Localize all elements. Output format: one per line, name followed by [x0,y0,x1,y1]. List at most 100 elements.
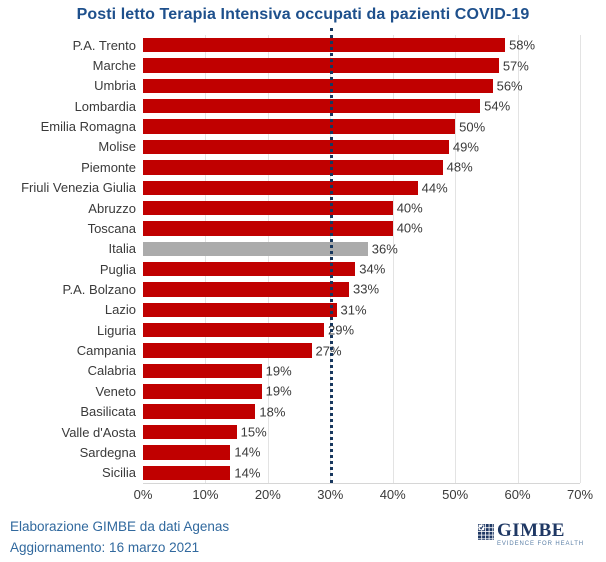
bar-value-label: 40% [396,220,423,236]
bar [143,465,231,480]
bar [143,282,349,297]
bar-track: 58% [143,35,580,55]
category-label: Liguria [96,322,136,338]
x-tick-label: 50% [442,487,469,502]
bar-track: 27% [143,340,580,360]
x-tick-label: 10% [192,487,219,502]
bar [143,200,393,216]
bar [143,78,493,94]
bar-row: Calabria 19% [0,361,606,381]
bar-value-label: 40% [396,200,423,216]
bar-value-label: 29% [328,322,355,338]
category-label: Molise [98,139,136,155]
gimbe-logo-name: GIMBE [497,520,565,541]
bar-row: Liguria 29% [0,320,606,340]
category-label: Piemonte [81,159,136,175]
bar-row: P.A. Bolzano 33% [0,279,606,299]
chart-title: Posti letto Terapia Intensiva occupati d… [76,6,530,23]
bar [143,424,237,440]
bar [143,99,481,114]
bar-row: Campania 27% [0,340,606,360]
bar-value-label: 58% [509,37,536,53]
category-label: Toscana [87,220,136,236]
bar-row: Friuli Venezia Giulia 44% [0,178,606,198]
x-tick-label: 0% [133,487,153,502]
bar-value-label: 36% [371,241,398,257]
bar-value-label: 19% [265,363,292,379]
bar-row: Lazio 31% [0,300,606,320]
bar-row: Emilia Romagna 50% [0,116,606,136]
bar [143,180,418,195]
gimbe-logo-tagline: EVIDENCE FOR HEALTH [497,541,584,547]
bar-value-label: 15% [240,424,267,440]
bar-track: 49% [143,137,580,157]
bar-rows: P.A. Trento 58% Marche 57% Umbria 56% Lombardi… [0,35,606,483]
bar-track: 40% [143,218,580,238]
bar-row: Sicilia 14% [0,463,606,483]
bar-row: Puglia 34% [0,259,606,279]
bar-track: 33% [143,279,580,299]
bar-row: Basilicata 18% [0,401,606,421]
bar-value-label: 18% [259,404,286,420]
bar [143,139,449,155]
category-label: Sicilia [102,465,136,481]
category-label: P.A. Trento [72,37,136,53]
bar [143,384,262,399]
bar-row: Sardegna 14% [0,442,606,462]
bar [143,445,231,460]
x-tick-label: 30% [317,487,344,502]
category-label: Lombardia [74,98,136,114]
bar-row: Lombardia 54% [0,96,606,116]
category-label: Sardegna [79,444,136,460]
bar-value-label: 50% [459,119,486,135]
gridline [517,35,519,483]
category-label: Friuli Venezia Giulia [21,180,136,196]
bar-track: 29% [143,320,580,340]
category-label: Emilia Romagna [40,119,136,135]
category-label: Marche [92,58,136,74]
bar-value-label: 34% [359,261,386,277]
bar-track: 56% [143,76,580,96]
gridline [267,35,269,483]
category-label: Valle d'Aosta [61,424,136,440]
footer-update-date: Aggiornamento: 16 marzo 2021 [10,540,200,555]
bar-track: 54% [143,96,580,116]
bar-row: Valle d'Aosta 15% [0,422,606,442]
bar-track: 44% [143,178,580,198]
gimbe-logo: GIMBE EVIDENCE FOR HEALTH [478,520,584,547]
x-tick-label: 60% [504,487,531,502]
bar-value-label: 14% [234,465,261,481]
category-label: Calabria [87,363,136,379]
bar [143,363,262,379]
category-label: Puglia [99,261,136,277]
footer: Elaborazione GIMBE da dati Agenas Aggior… [10,516,229,558]
bar-track: 14% [143,463,580,483]
bar [143,261,356,277]
category-label: Lazio [104,302,136,318]
bar-row: Piemonte 48% [0,157,606,177]
bar-value-label: 54% [484,98,511,114]
category-label: Abruzzo [88,200,136,216]
bar-track: 34% [143,259,580,279]
bar-track: 40% [143,198,580,218]
bar-track: 57% [143,55,580,75]
bar-track: 50% [143,116,580,136]
bar-value-label: 14% [234,444,261,460]
bar-value-label: 27% [315,343,342,359]
bar-track: 48% [143,157,580,177]
category-label: Umbria [94,78,136,94]
x-tick-label: 40% [379,487,406,502]
gridline [392,35,394,483]
bar-track: 14% [143,442,580,462]
bar-row: Molise 49% [0,137,606,157]
gridline [205,35,207,483]
x-tick-label: 70% [566,487,594,502]
bar-track: 18% [143,401,580,421]
gridline [455,35,457,483]
bar [143,343,312,358]
bar-track: 31% [143,300,580,320]
x-axis: 0% 10% 20% 30% 40% 50% 60% 70% [134,487,593,505]
category-label: Veneto [95,383,137,399]
bar-value-label: 31% [340,302,367,318]
footer-source: Elaborazione GIMBE da dati Agenas [10,519,230,534]
